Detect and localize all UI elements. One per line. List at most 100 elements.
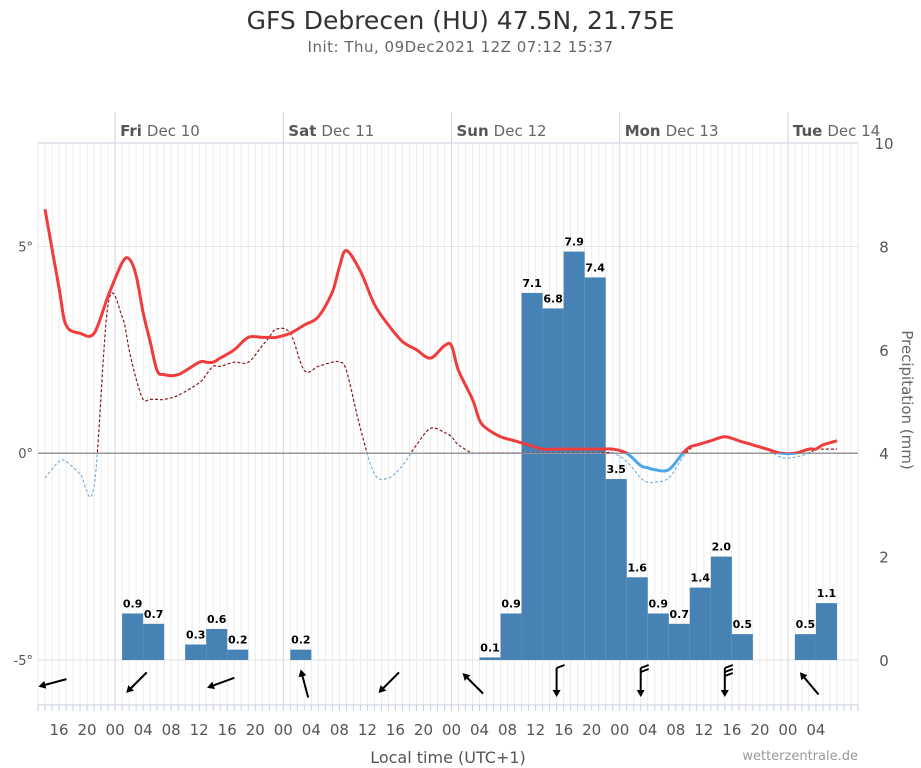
precip-label: 2.0 — [712, 541, 732, 554]
precip-label: 0.7 — [670, 608, 690, 621]
x-tick-label: 08 — [330, 721, 349, 739]
precip-label: 0.1 — [480, 641, 500, 654]
y-right-tick-label: 10 — [874, 135, 893, 153]
wind-barb — [640, 668, 650, 673]
wind-arrow — [636, 664, 650, 697]
wind-barb — [724, 672, 734, 677]
precip-bar — [500, 613, 522, 660]
wind-head — [378, 685, 387, 693]
dewpoint-line — [96, 292, 837, 454]
x-axis-title: Local time (UTC+1) — [370, 748, 526, 767]
precip-label: 0.9 — [123, 597, 143, 610]
precip-label: 0.3 — [186, 628, 206, 641]
wind-arrow — [799, 672, 820, 696]
y-right-tick-label: 0 — [879, 652, 889, 670]
x-tick-label: 20 — [582, 721, 601, 739]
precip-bar — [584, 277, 606, 660]
precip-label: 1.1 — [817, 587, 837, 600]
x-tick-label: 16 — [218, 721, 237, 739]
x-tick-label: 08 — [666, 721, 685, 739]
day-label: Tue Dec 14 — [793, 122, 880, 140]
day-label: Fri Dec 10 — [120, 122, 200, 140]
wind-arrow — [207, 676, 235, 690]
precip-bar — [815, 603, 837, 660]
x-tick-label: 12 — [190, 721, 209, 739]
precip-bar — [689, 587, 711, 660]
x-tick-label: 20 — [414, 721, 433, 739]
precip-bar — [185, 644, 207, 660]
x-tick-label: 20 — [78, 721, 97, 739]
day-date: Dec 11 — [321, 122, 374, 140]
precip-bar — [290, 649, 312, 660]
y-left-tick-label: 5° — [18, 240, 33, 255]
precipitation-labels: 0.90.70.30.60.2 0.20.10.97.16.87.97.43.51… — [123, 236, 836, 655]
wind-arrow — [126, 671, 148, 693]
x-tick-label: 04 — [134, 721, 153, 739]
precip-bar — [542, 308, 564, 660]
credit-text: wetterzentrale.de — [742, 749, 858, 764]
day-label: Mon Dec 13 — [625, 122, 719, 140]
day-label: Sun Dec 12 — [457, 122, 547, 140]
precip-bar — [731, 634, 753, 660]
y-right-tick-label: 2 — [879, 549, 889, 567]
precip-label: 0.5 — [733, 618, 753, 631]
precip-label: 1.6 — [627, 561, 647, 574]
x-tick-label: 12 — [358, 721, 377, 739]
x-tick-label: 20 — [750, 721, 769, 739]
wind-head — [552, 690, 561, 697]
precip-label: 7.4 — [585, 261, 605, 274]
wind-head — [298, 669, 307, 678]
wind-barb — [724, 668, 734, 673]
day-abbr: Sun — [457, 122, 489, 140]
wind-barb — [724, 664, 734, 669]
x-tick-label: 04 — [638, 721, 657, 739]
precip-bar — [794, 634, 816, 660]
precip-label: 0.9 — [649, 597, 669, 610]
wind-strip — [38, 664, 820, 698]
precip-label: 7.1 — [522, 277, 542, 290]
precip-label: 1.4 — [691, 572, 711, 585]
precip-label: 0.2 — [291, 634, 311, 647]
wind-head — [636, 690, 645, 697]
day-label: Sat Dec 11 — [288, 122, 374, 140]
x-tick-label: 16 — [722, 721, 741, 739]
temperature-lines — [43, 208, 838, 498]
wind-arrow — [720, 664, 734, 697]
y-right-tick-label: 4 — [879, 445, 889, 463]
wind-head — [720, 690, 729, 697]
x-tick-label: 04 — [302, 721, 321, 739]
wind-arrow — [38, 678, 67, 689]
precip-bar — [479, 657, 501, 660]
precip-bar — [521, 292, 543, 660]
y-right-tick-label: 8 — [879, 238, 889, 256]
x-tick-label: 08 — [162, 721, 181, 739]
chart-subtitle: Init: Thu, 09Dec2021 12Z 07:12 15:37 — [307, 38, 614, 56]
day-date: Dec 13 — [666, 122, 719, 140]
precip-bar — [143, 623, 165, 660]
wind-arrow — [462, 673, 484, 695]
day-date: Dec 14 — [827, 122, 880, 140]
x-tick-label: 12 — [694, 721, 713, 739]
precip-bar — [563, 251, 585, 660]
x-tick-label: 00 — [106, 721, 125, 739]
precip-bar — [605, 479, 627, 660]
precip-bar — [647, 613, 669, 660]
wind-barb — [640, 664, 650, 669]
wind-barb — [556, 664, 565, 669]
temperature-line — [43, 208, 838, 454]
precip-label: 0.2 — [228, 634, 248, 647]
wind-head — [462, 673, 471, 681]
precipitation-bars — [122, 251, 837, 660]
chart-title: GFS Debrecen (HU) 47.5N, 21.75E — [246, 6, 675, 35]
axes: 16 20 00 04 08 12 16 20 00 04 08 12 16 20 00 04 08 12 16 20… — [14, 135, 894, 739]
x-tick-label: 08 — [498, 721, 517, 739]
y-right-tick-label: 6 — [879, 342, 889, 360]
day-abbr: Mon — [625, 122, 661, 140]
precip-label: 0.7 — [144, 608, 164, 621]
precip-bar — [206, 628, 228, 660]
x-tick-label: 20 — [246, 721, 265, 739]
wind-arrow — [298, 669, 310, 698]
precip-label: 0.9 — [501, 597, 521, 610]
precip-bar — [122, 613, 144, 660]
